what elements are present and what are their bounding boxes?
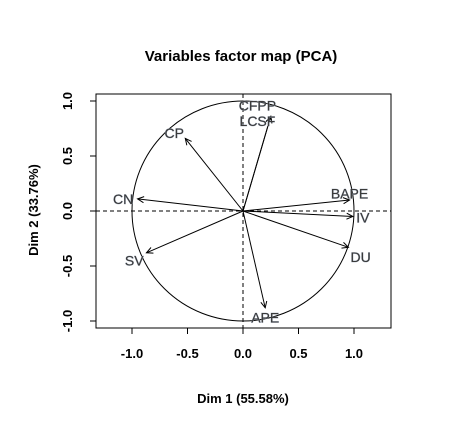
variable-label-cfpp: CFPP: [239, 97, 276, 113]
arrowhead-sv: [145, 247, 154, 254]
variable-label-sv: SV: [125, 253, 144, 269]
arrow-bape: [242, 199, 350, 212]
x-axis-label: Dim 1 (55.58%): [197, 391, 289, 406]
variable-label-lcsf: LCSF: [240, 113, 276, 129]
arrow-cn: [137, 198, 244, 212]
arrow-cp: [184, 138, 244, 212]
arrowhead-du: [341, 242, 350, 249]
arrowhead-bape: [342, 197, 351, 205]
arrowhead-iv: [346, 212, 355, 220]
chart-title: Variables factor map (PCA): [145, 48, 338, 65]
x-tick-label: 1.0: [345, 346, 363, 361]
variable-label-iv: IV: [356, 210, 370, 226]
arrowhead-cp: [184, 137, 192, 146]
variable-label-du: DU: [351, 249, 371, 265]
arrow-ape: [242, 210, 266, 308]
y-tick-label: 1.0: [60, 92, 75, 110]
y-tick-label: -1.0: [60, 310, 75, 332]
arrowhead-cn: [136, 196, 145, 204]
variable-label-cp: CP: [164, 125, 183, 141]
x-tick-label: -1.0: [121, 346, 143, 361]
x-tick-label: 0.5: [289, 346, 307, 361]
arrow-du: [242, 210, 349, 248]
x-tick-label: -0.5: [176, 346, 198, 361]
arrowhead-ape: [260, 300, 268, 309]
variable-label-ape: APE: [251, 310, 279, 326]
variable-label-cn: CN: [113, 191, 133, 207]
arrow-sv: [146, 210, 244, 254]
y-tick-label: -0.5: [60, 255, 75, 277]
variable-label-bape: BAPE: [331, 185, 368, 201]
arrow-iv: [242, 210, 353, 217]
axis-ticks: -1.0 -0.5 0.0 0.5 1.0 -1.0 -0.5 0.0 0.5 1.0: [60, 92, 363, 361]
x-tick-label: 0.0: [234, 346, 252, 361]
y-tick-label: 0.5: [60, 147, 75, 165]
arrow-lcsf: [242, 116, 272, 212]
y-tick-label: 0.0: [60, 202, 75, 220]
y-axis-label: Dim 2 (33.76%): [26, 164, 41, 256]
arrowhead-lcsf: [265, 115, 273, 124]
